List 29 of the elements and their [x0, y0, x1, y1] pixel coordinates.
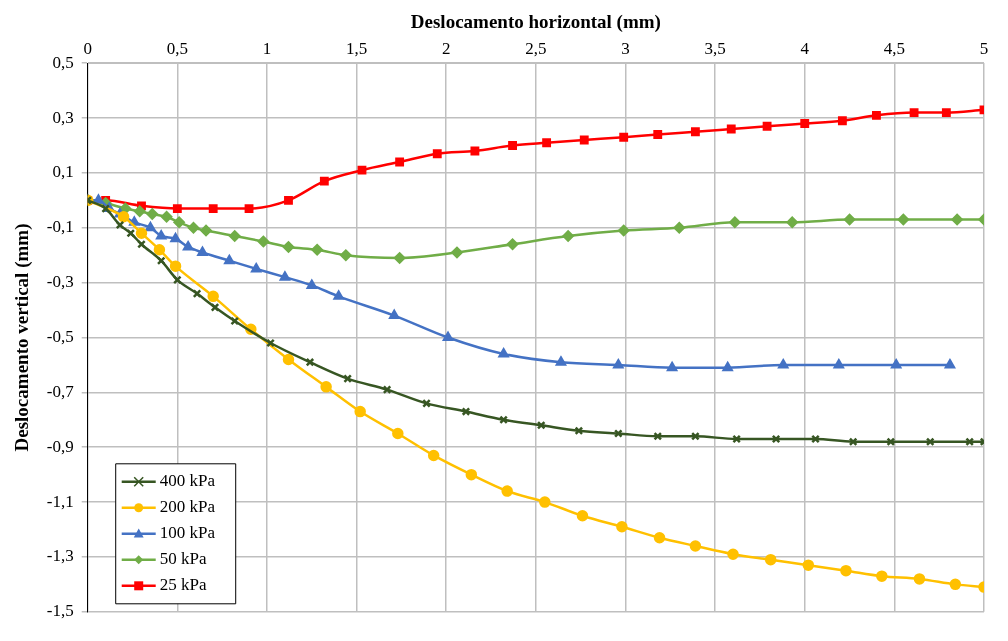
y-tick-label: 0,5: [52, 52, 74, 72]
x-tick-label: 1: [262, 39, 272, 59]
y-tick-label: 0,1: [52, 162, 74, 182]
x-tick-label: 0: [83, 39, 92, 59]
y-tick-label: -0,1: [46, 217, 74, 237]
y-tick-label: -1,1: [46, 491, 74, 511]
legend-label: 400 kPa: [159, 471, 216, 491]
x-tick-label: 1,5: [345, 39, 368, 59]
x-tick-label: 4: [800, 39, 810, 59]
y-tick-label: -0,5: [46, 326, 74, 346]
legend-label: 200 kPa: [159, 497, 216, 517]
legend-label: 25 kPa: [159, 575, 207, 595]
y-tick-label: 0,3: [52, 107, 74, 127]
y-tick-label: -0,7: [46, 381, 75, 401]
y-tick-label: -1,3: [46, 546, 74, 566]
x-tick-label: 3,5: [704, 39, 726, 59]
x-tick-label: 5: [979, 39, 989, 59]
x-axis-title: Deslocamento horizontal (mm): [410, 11, 661, 34]
x-tick-label: 4,5: [883, 39, 905, 59]
legend-label: 50 kPa: [159, 549, 207, 569]
y-axis-title: Deslocamento vertical (mm): [11, 223, 34, 452]
y-tick-label: -0,3: [46, 272, 74, 292]
x-tick-label: 0,5: [166, 39, 188, 59]
x-tick-label: 2: [441, 39, 451, 59]
x-tick-label: 3: [621, 39, 630, 59]
x-tick-label: 2,5: [525, 39, 547, 59]
y-tick-label: -1,5: [46, 601, 74, 621]
legend-label: 100 kPa: [159, 523, 216, 543]
y-tick-label: -0,9: [46, 436, 74, 456]
